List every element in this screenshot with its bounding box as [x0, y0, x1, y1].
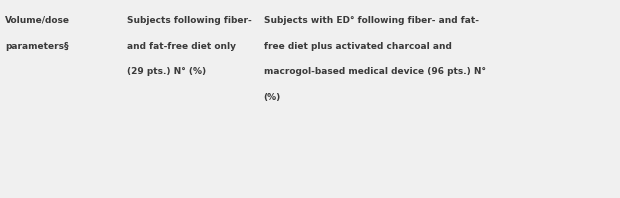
Text: and fat-free diet only: and fat-free diet only: [127, 42, 236, 50]
Text: Volume/dose: Volume/dose: [5, 16, 70, 25]
Text: parameters§: parameters§: [5, 42, 69, 50]
Text: macrogol-based medical device (96 pts.) N°: macrogol-based medical device (96 pts.) …: [264, 67, 485, 76]
Text: (%): (%): [264, 93, 281, 102]
Text: Subjects with ED° following fiber- and fat-: Subjects with ED° following fiber- and f…: [264, 16, 479, 25]
Text: Subjects following fiber-: Subjects following fiber-: [127, 16, 252, 25]
Text: free diet plus activated charcoal and: free diet plus activated charcoal and: [264, 42, 451, 50]
Text: (29 pts.) N° (%): (29 pts.) N° (%): [127, 67, 206, 76]
